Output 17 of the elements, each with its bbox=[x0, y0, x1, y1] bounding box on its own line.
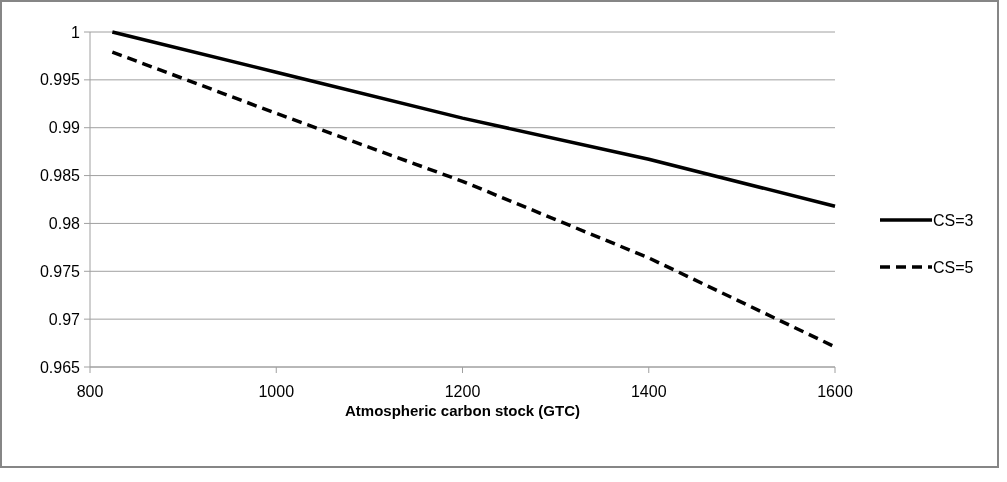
y-tick-label: 0.97 bbox=[48, 310, 81, 328]
x-tick-label: 800 bbox=[76, 383, 104, 400]
y-tick-label: 0.98 bbox=[48, 215, 81, 233]
legend-label: CS=3 bbox=[933, 211, 974, 229]
x-axis-title: Atmospheric carbon stock (GTC) bbox=[344, 402, 581, 419]
y-tick-label: 0.965 bbox=[39, 358, 81, 376]
x-tick-label: 1600 bbox=[817, 383, 853, 400]
x-tick-label: 1000 bbox=[258, 383, 295, 400]
x-tick-label: 1400 bbox=[630, 383, 667, 400]
legend-label: CS=5 bbox=[933, 258, 974, 276]
y-tick-label: 1 bbox=[71, 23, 81, 41]
y-tick-label: 0.975 bbox=[39, 262, 81, 280]
y-tick-label: 0.995 bbox=[39, 71, 81, 89]
y-tick-label: 0.99 bbox=[48, 119, 81, 137]
line-series bbox=[110, 30, 837, 208]
y-tick-label: 0.985 bbox=[39, 167, 81, 185]
x-tick-label: 1200 bbox=[444, 383, 481, 400]
